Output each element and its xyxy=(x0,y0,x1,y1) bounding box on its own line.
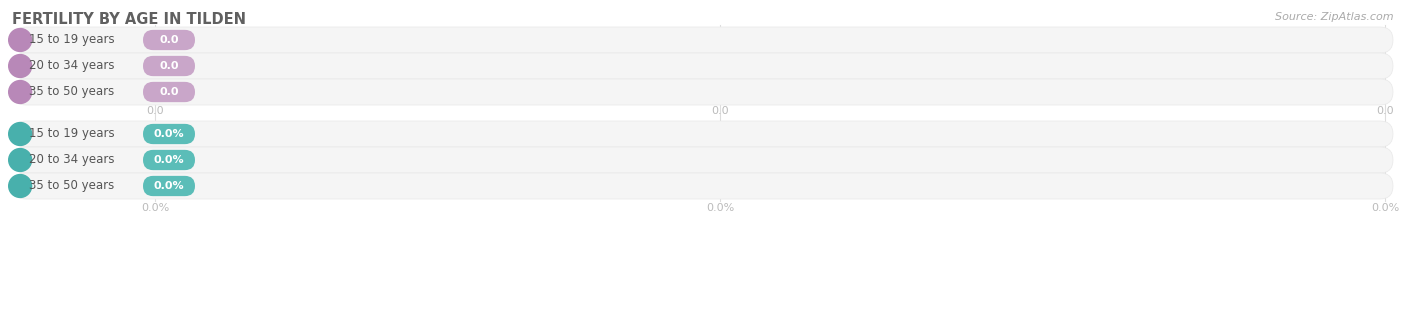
Text: 0.0%: 0.0% xyxy=(153,181,184,191)
FancyBboxPatch shape xyxy=(143,176,195,196)
FancyBboxPatch shape xyxy=(143,150,195,170)
Text: 35 to 50 years: 35 to 50 years xyxy=(30,85,114,98)
FancyBboxPatch shape xyxy=(13,79,1393,105)
FancyBboxPatch shape xyxy=(143,30,195,50)
FancyBboxPatch shape xyxy=(13,27,1393,53)
Circle shape xyxy=(8,54,31,78)
Text: 0.0%: 0.0% xyxy=(706,203,734,213)
Text: 20 to 34 years: 20 to 34 years xyxy=(30,59,115,73)
Text: 0.0: 0.0 xyxy=(146,106,165,116)
Circle shape xyxy=(8,148,31,172)
Text: 20 to 34 years: 20 to 34 years xyxy=(30,153,115,167)
Text: FERTILITY BY AGE IN TILDEN: FERTILITY BY AGE IN TILDEN xyxy=(13,12,246,27)
Circle shape xyxy=(8,122,31,146)
Text: 15 to 19 years: 15 to 19 years xyxy=(30,127,115,141)
Text: 0.0%: 0.0% xyxy=(153,155,184,165)
Text: 0.0%: 0.0% xyxy=(153,129,184,139)
Text: Source: ZipAtlas.com: Source: ZipAtlas.com xyxy=(1275,12,1393,22)
Circle shape xyxy=(8,175,31,197)
Text: 0.0: 0.0 xyxy=(159,61,179,71)
Text: 0.0: 0.0 xyxy=(711,106,728,116)
FancyBboxPatch shape xyxy=(13,121,1393,147)
Text: 0.0: 0.0 xyxy=(1376,106,1393,116)
Text: 0.0%: 0.0% xyxy=(141,203,169,213)
FancyBboxPatch shape xyxy=(13,147,1393,173)
Text: 15 to 19 years: 15 to 19 years xyxy=(30,34,115,47)
Text: 0.0%: 0.0% xyxy=(1371,203,1399,213)
Circle shape xyxy=(8,29,31,51)
Text: 35 to 50 years: 35 to 50 years xyxy=(30,180,114,192)
FancyBboxPatch shape xyxy=(143,82,195,102)
FancyBboxPatch shape xyxy=(143,124,195,144)
FancyBboxPatch shape xyxy=(13,53,1393,79)
FancyBboxPatch shape xyxy=(143,56,195,76)
Text: 0.0: 0.0 xyxy=(159,87,179,97)
Circle shape xyxy=(8,81,31,103)
Text: 0.0: 0.0 xyxy=(159,35,179,45)
FancyBboxPatch shape xyxy=(13,173,1393,199)
